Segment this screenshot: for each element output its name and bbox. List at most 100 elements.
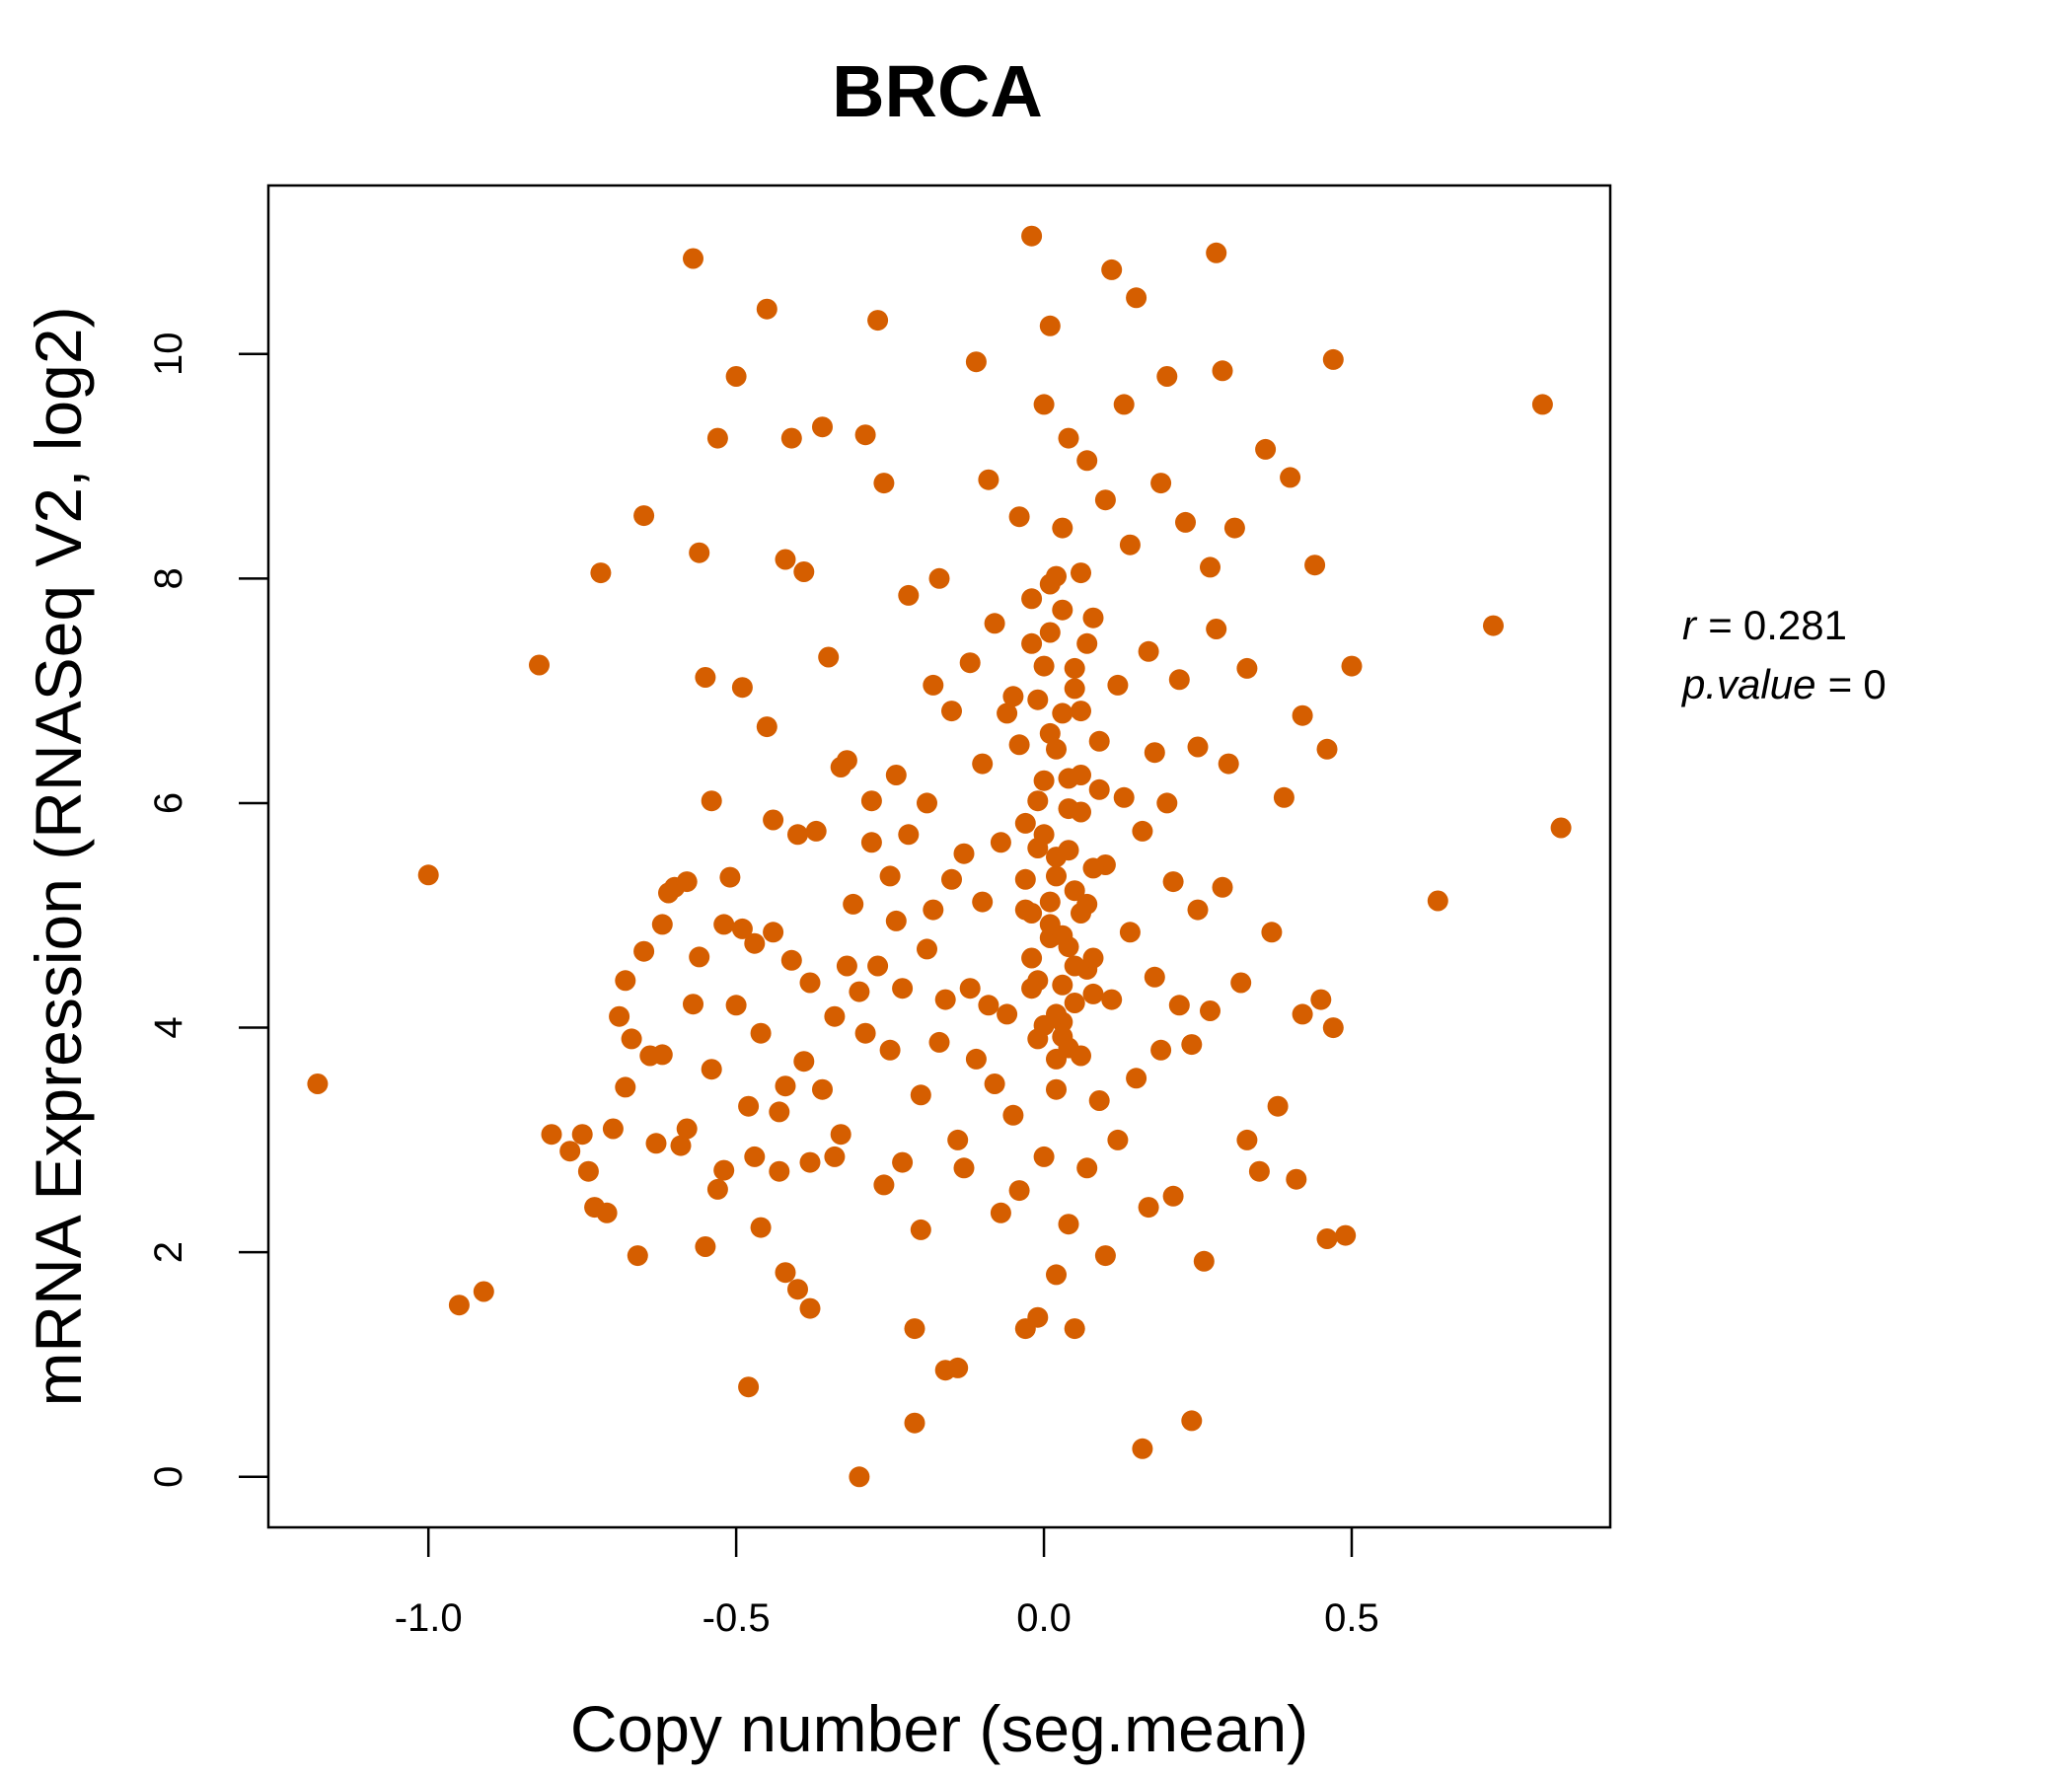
data-point xyxy=(1107,674,1129,696)
data-point xyxy=(706,1178,728,1200)
data-point xyxy=(651,1044,673,1066)
data-point xyxy=(1076,632,1098,654)
data-point xyxy=(1316,738,1338,760)
data-point xyxy=(1058,768,1079,789)
data-point xyxy=(1200,1000,1221,1021)
stats-annotation: r = 0.281 p.value = 0 xyxy=(1680,602,1887,707)
data-point xyxy=(923,674,944,696)
data-point xyxy=(1113,394,1135,415)
y-tick-label: 0 xyxy=(147,1466,190,1488)
data-point xyxy=(1064,678,1085,700)
data-point xyxy=(1094,489,1116,511)
data-point xyxy=(1218,753,1239,775)
data-point xyxy=(1071,701,1091,722)
data-point xyxy=(1088,778,1110,800)
data-point xyxy=(854,1022,876,1044)
chart-title: BRCA xyxy=(832,50,1043,132)
data-point xyxy=(1113,786,1135,808)
data-point xyxy=(651,914,673,935)
data-point xyxy=(763,922,784,943)
data-point xyxy=(1181,1410,1203,1432)
data-point xyxy=(1033,1146,1055,1167)
data-point xyxy=(972,753,994,775)
data-point xyxy=(873,473,895,494)
data-point xyxy=(885,910,907,931)
data-point xyxy=(1058,936,1079,958)
data-point xyxy=(473,1281,494,1302)
data-point xyxy=(923,899,944,921)
data-point xyxy=(904,1318,925,1340)
data-point xyxy=(706,427,728,449)
data-point xyxy=(1071,801,1091,823)
data-point xyxy=(590,562,612,584)
data-point xyxy=(1046,738,1067,760)
data-point xyxy=(1200,556,1221,578)
data-point xyxy=(780,427,802,449)
data-point xyxy=(1236,657,1258,679)
data-point xyxy=(1058,1214,1079,1235)
data-point xyxy=(1280,467,1301,488)
data-point xyxy=(1058,1037,1079,1059)
data-point xyxy=(731,918,753,939)
data-point xyxy=(701,790,722,812)
x-tick-label: -0.5 xyxy=(703,1596,771,1640)
data-point xyxy=(1335,1224,1357,1246)
data-point xyxy=(731,677,753,699)
data-point xyxy=(941,868,962,890)
data-point xyxy=(1039,622,1061,643)
data-point xyxy=(1255,438,1277,460)
data-point xyxy=(934,989,956,1010)
data-point xyxy=(1021,903,1043,924)
data-point xyxy=(1046,1003,1067,1025)
data-point xyxy=(1082,607,1104,629)
data-point xyxy=(756,716,777,738)
data-point xyxy=(577,1160,599,1182)
data-point xyxy=(793,1051,815,1073)
data-point xyxy=(867,310,889,332)
data-point xyxy=(1039,722,1061,744)
data-point xyxy=(750,1022,772,1044)
data-point xyxy=(1310,989,1332,1010)
data-point xyxy=(972,891,994,913)
data-point xyxy=(1008,506,1030,528)
r-label: r xyxy=(1682,602,1698,648)
data-point xyxy=(1008,734,1030,756)
data-point xyxy=(805,820,827,842)
data-point xyxy=(799,972,821,994)
data-point xyxy=(860,790,882,812)
data-point xyxy=(849,1466,870,1488)
data-point xyxy=(1156,792,1178,814)
data-point xyxy=(1144,742,1165,764)
data-point xyxy=(812,416,833,438)
data-point xyxy=(1064,993,1085,1013)
data-point xyxy=(824,1005,846,1027)
data-point xyxy=(769,1160,790,1182)
data-point xyxy=(1039,315,1061,336)
data-point xyxy=(1101,989,1123,1010)
data-point xyxy=(799,1151,821,1173)
data-point xyxy=(596,1202,618,1223)
data-point xyxy=(1033,770,1055,791)
data-point xyxy=(1088,1090,1110,1111)
data-point xyxy=(990,1202,1011,1223)
data-point xyxy=(1168,995,1190,1016)
data-point xyxy=(633,940,655,962)
data-point xyxy=(1082,983,1104,1004)
data-point xyxy=(676,1118,698,1140)
data-point xyxy=(984,613,1005,634)
data-point xyxy=(689,946,710,968)
data-point xyxy=(1483,615,1504,636)
data-point xyxy=(719,866,741,888)
data-point xyxy=(898,824,920,846)
data-point xyxy=(1008,1180,1030,1202)
data-point xyxy=(1052,517,1073,539)
x-tick-label: 0.0 xyxy=(1016,1596,1072,1640)
data-point xyxy=(775,1262,796,1284)
data-point xyxy=(756,298,777,320)
data-point xyxy=(738,1095,760,1117)
data-point xyxy=(997,703,1018,724)
p-label: p.value xyxy=(1680,661,1815,707)
data-point xyxy=(836,750,857,772)
data-point xyxy=(780,949,802,971)
data-point xyxy=(1236,1129,1258,1150)
